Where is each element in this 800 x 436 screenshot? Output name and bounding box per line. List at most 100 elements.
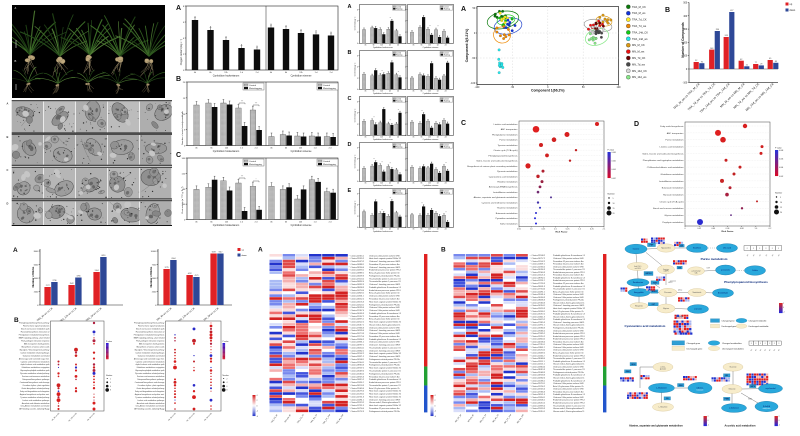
svg-text:**: ** [390,163,392,165]
svg-text:Cluster-15564.1: Cluster-15564.1 [351,361,364,364]
svg-text:0: 0 [357,89,358,91]
svg-text:12h: 12h [380,183,383,185]
svg-text:C: C [461,120,466,127]
svg-text:GDH: GDH [631,364,636,366]
svg-text:12h: 12h [299,222,302,224]
svg-text:0.08: 0.08 [740,228,744,230]
svg-text:P value: P value [775,148,783,150]
svg-text:Chitinase 2-like protein isofo: Chitinase 2-like protein isoform GH3 [553,396,583,399]
svg-text:Chitinase 2-like protein isofo: Chitinase 2-like protein isoform GH3 [369,295,399,298]
svg-text:Thaumatin-like protein 1 precu: Thaumatin-like protein 1 precursor X1 [369,277,401,280]
svg-text:8: 8 [227,390,228,392]
svg-text:Cluster-19216.2: Cluster-19216.2 [532,335,545,338]
svg-text:0h: 0h [413,229,415,231]
svg-text:0h: 0h [413,137,415,139]
svg-text:Pyrimidine metabolism: Pyrimidine metabolism [495,217,517,220]
svg-text:-2: -2 [435,411,437,413]
svg-text:0h: 0h [365,183,367,185]
svg-text:Chitinase 2-like protein isofo: Chitinase 2-like protein isoform GH3 [553,349,583,352]
svg-text:Endochitinase precursor protei: Endochitinase precursor protein PR-3 [369,381,401,384]
svg-text:ws_2d vs CK: ws_2d vs CK [87,412,96,421]
svg-text:1d: 1d [389,229,391,231]
svg-text:10: 10 [183,114,186,116]
svg-text:down: down [242,255,248,257]
svg-text:P value: P value [608,150,616,152]
svg-text:Tyrosine metabolism related pa: Tyrosine metabolism related pathway [135,396,164,399]
svg-text:8: 8 [183,6,185,8]
svg-text:Chitinase 1 homolog precursor: Chitinase 1 homolog precursor GH19 [369,329,400,332]
svg-text:6h: 6h [753,254,756,257]
svg-text:2d: 2d [397,91,399,93]
svg-text:Waterlog: Waterlog [396,7,402,10]
svg-text:0.004: 0.004 [779,167,783,169]
svg-text:Pathogenesis-related protein P: Pathogenesis-related protein PR-10c [553,326,584,329]
svg-text:2d: 2d [445,229,447,231]
svg-text:10: 10 [613,203,615,205]
svg-text:0: 0 [357,227,358,229]
svg-text:Cluster-25545.0: Cluster-25545.0 [532,388,545,391]
svg-text:Cluster-15894.1: Cluster-15894.1 [532,396,545,399]
svg-text:Glycine metabolism: Glycine metabolism [664,214,683,217]
svg-text:**: ** [390,198,392,200]
svg-text:0h: 0h [413,91,415,93]
svg-text:0: 0 [357,43,358,45]
svg-text:Waterlog: Waterlog [396,99,402,102]
svg-text:Cluster-23210.2: Cluster-23210.2 [532,402,545,405]
svg-text:**: ** [398,109,400,111]
svg-text:Valine, leucine and isoleucine: Valine, leucine and isoleucine biosynthe… [642,152,684,155]
svg-text:Cluster-19066.2: Cluster-19066.2 [532,329,545,332]
svg-text:MN_M_CK: MN_M_CK [632,43,645,47]
svg-text:Cymbidium hookerianum: Cymbidium hookerianum [373,231,393,233]
svg-text:ABC transporters family protei: ABC transporters family proteins [24,342,49,345]
svg-text:4: 4 [110,382,111,384]
svg-text:20: 20 [183,82,186,84]
svg-text:Cluster-11972.1: Cluster-11972.1 [532,324,545,327]
svg-text:Cluster-23049.0: Cluster-23049.0 [351,370,364,373]
svg-text:Starch and sucrose metabolism: Starch and sucrose metabolism [653,207,684,210]
svg-text:Waterlog: Waterlog [444,7,450,10]
svg-text:Cluster-23925.3: Cluster-23925.3 [351,375,364,378]
svg-text:12h: 12h [428,183,431,185]
svg-text:methyl ester: methyl ester [763,407,771,410]
svg-text:0.04: 0.04 [711,228,715,230]
svg-text:Glycerophospholipid metabolism: Glycerophospholipid metabolism path [135,369,164,372]
svg-text:Cluster-25323.2: Cluster-25323.2 [351,401,364,404]
svg-text:Cluster-26892.0: Cluster-26892.0 [351,280,364,283]
svg-text:Beta-1,3-glucanase 3-like prot: Beta-1,3-glucanase 3-like protein Ch [553,310,584,313]
svg-text:Cluster-17310.1: Cluster-17310.1 [532,343,545,346]
svg-text:Cluster-20073.2: Cluster-20073.2 [351,260,364,263]
svg-text:Chitinase 2-like protein isofo: Chitinase 2-like protein isoform GH3 [553,346,583,349]
svg-text:0: 0 [405,43,406,45]
svg-text:*: * [256,179,257,181]
svg-text:GAD: GAD [626,370,631,373]
svg-text:Cluster-11641.3: Cluster-11641.3 [532,315,545,318]
svg-text:Cluster-11356.1: Cluster-11356.1 [351,295,364,298]
svg-text:Endochitinase precursor protei: Endochitinase precursor protein PR-3 [553,335,585,338]
svg-text:0.006: 0.006 [779,158,783,160]
svg-text:Thaumatin-like protein 1 precu: Thaumatin-like protein 1 precursor X1 [553,368,585,371]
svg-text:Cluster-14264.1: Cluster-14264.1 [532,304,545,307]
svg-text:100: 100 [617,86,622,89]
svg-text:TRA_CK_7d: TRA_CK_7d [296,414,305,424]
svg-text:Peroxidase 52 precursor isofor: Peroxidase 52 precursor isoform like [553,390,584,393]
svg-text:**: ** [381,162,383,164]
svg-text:2500: 2500 [152,292,157,294]
svg-text:-100: -100 [470,82,475,85]
svg-text:0.15: 0.15 [541,229,545,231]
svg-text:***: *** [255,103,258,105]
svg-text:Heat shock cognate protein 83-: Heat shock cognate protein 83-like X2 [369,300,401,303]
svg-text:0: 0 [183,70,185,72]
svg-text:1d: 1d [389,183,391,185]
svg-text:GS: GS [666,398,669,400]
svg-text:Cluster-10734.0: Cluster-10734.0 [351,289,364,292]
svg-text:5-amino-: 5-amino- [663,269,670,271]
svg-text:MIPS: MIPS [751,386,756,388]
svg-text:**: ** [421,203,423,205]
svg-text:C: C [348,96,352,102]
svg-text:-2: -2 [783,311,784,313]
svg-text:Cluster-17299.3: Cluster-17299.3 [532,282,545,285]
svg-text:0.006: 0.006 [612,160,616,162]
svg-text:Probable glutathione S-transfe: Probable glutathione S-transferase L3 [553,318,585,321]
svg-text:Chitinase 1 homolog precursor: Chitinase 1 homolog precursor GH19 [553,321,584,324]
svg-text:6h: 6h [760,349,763,352]
